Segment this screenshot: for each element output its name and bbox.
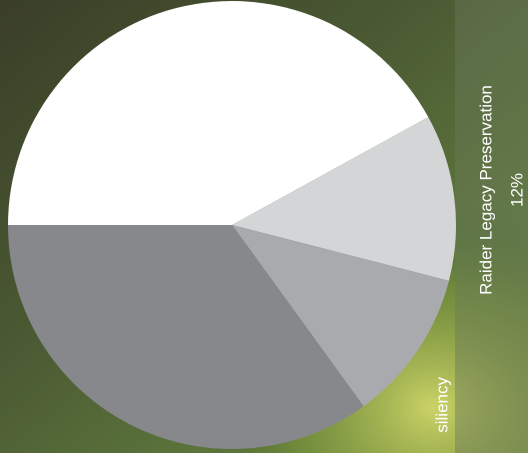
pie-slice	[232, 117, 456, 281]
labels: Raider Legacy Preservation siliency 12%	[432, 85, 526, 433]
pie-slice	[8, 225, 364, 450]
category-label: siliency	[432, 377, 451, 433]
pie-slice	[232, 225, 449, 407]
category-label: Raider Legacy Preservation	[476, 85, 495, 295]
pie-slice	[8, 0, 429, 226]
value-label: 12%	[507, 173, 526, 207]
pie	[8, 0, 456, 450]
background-haze	[455, 0, 528, 453]
